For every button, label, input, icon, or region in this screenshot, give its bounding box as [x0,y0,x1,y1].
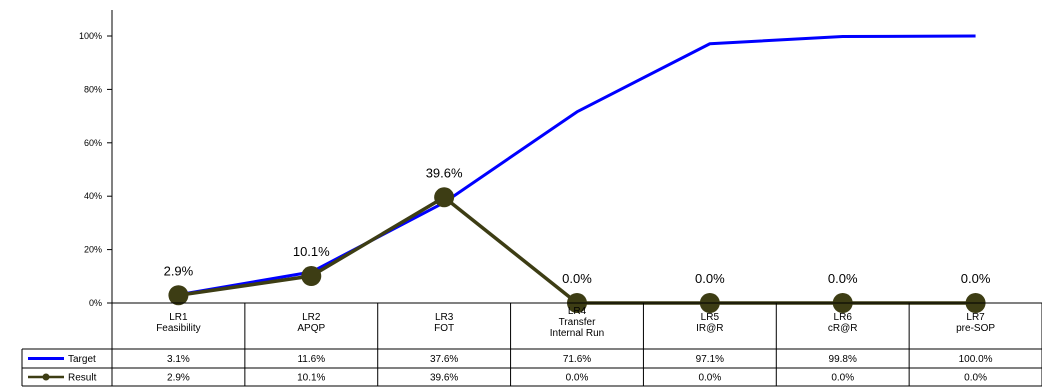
table-value-target: 97.1% [696,354,724,365]
x-category-label: LR7 pre-SOP [956,312,995,334]
result-point [301,266,322,287]
y-tick-label: 20% [84,245,102,255]
table-value-target: 71.6% [563,354,591,365]
result-data-label: 0.0% [828,271,858,286]
x-category-label: LR1 Feasibility [156,312,200,334]
series-layer: 2.9% 10.1% 39.6% 0.0% 0.0% 0.0% 0.0% [164,34,991,313]
table-value-result: 0.0% [831,373,854,384]
table-value-result: 0.0% [964,373,987,384]
data-table: LR1 Feasibility LR2 APQP LR3 FOT LR4 Transfer In… [21,302,1042,387]
legend-label-target: Target [68,354,96,365]
result-data-label: 0.0% [695,271,725,286]
y-tick-label: 100% [79,31,102,41]
table-value-target: 100.0% [959,354,993,365]
x-category-label: LR5 IR@R [696,312,723,334]
result-data-label: 39.6% [426,165,463,180]
x-category-label: LR6 cR@R [828,312,858,334]
x-category-label: LR3 FOT [434,312,454,334]
axes: 0% 20% 40% 60% 80% 100% [79,10,113,308]
result-data-label: 2.9% [164,263,194,278]
table-value-result: 0.0% [698,373,721,384]
result-data-label: 0.0% [961,271,991,286]
table-value-target: 3.1% [167,354,190,365]
table-value-target: 99.8% [829,354,857,365]
result-point [434,187,455,208]
table-value-result: 2.9% [167,373,190,384]
y-tick-label: 80% [84,84,102,94]
y-tick-label: 40% [84,191,102,201]
table-value-result: 39.6% [430,373,458,384]
y-tick-label: 0% [89,298,102,308]
x-category-label: LR2 APQP [297,312,325,334]
result-data-label: 0.0% [562,271,592,286]
y-tick-label: 60% [84,138,102,148]
legend-label-result: Result [68,373,97,384]
result-data-label: 10.1% [293,244,330,259]
table-value-target: 11.6% [297,354,325,365]
result-point [168,285,189,306]
table-value-result: 0.0% [566,373,589,384]
legend-marker-result [42,373,50,381]
table-value-result: 10.1% [297,373,325,384]
x-category-label: LR4 Transfer Internal Run [550,306,604,339]
table-value-target: 37.6% [430,354,458,365]
